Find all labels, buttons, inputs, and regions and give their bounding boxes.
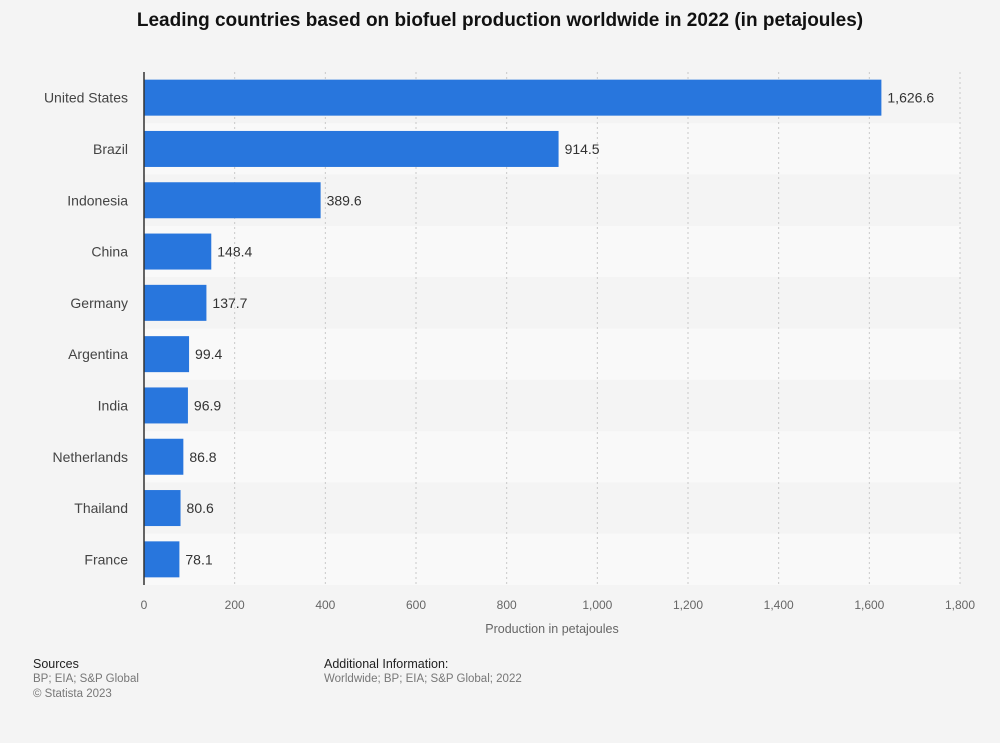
category-label: Argentina: [68, 346, 128, 362]
x-tick-label: 1,800: [945, 598, 975, 612]
category-label: China: [91, 244, 128, 260]
bar-argentina: [144, 336, 190, 373]
bar-germany: [144, 284, 207, 321]
x-tick-label: 400: [315, 598, 335, 612]
bar-thailand: [144, 490, 181, 527]
row-band: [144, 482, 960, 534]
value-label: 86.8: [189, 449, 216, 465]
row-band: [144, 277, 960, 329]
bar-china: [144, 233, 212, 270]
x-tick-label: 600: [406, 598, 426, 612]
sources-heading: Sources: [33, 657, 79, 671]
category-label: India: [98, 397, 129, 413]
bar-chart: United States 1,626.6 Brazil 914.5 Indonesia…: [44, 72, 975, 636]
x-tick-label: 1,200: [673, 598, 703, 612]
bar-indonesia: [144, 182, 321, 219]
value-label: 99.4: [195, 346, 222, 362]
category-label: Netherlands: [53, 449, 129, 465]
x-tick-label: 200: [225, 598, 245, 612]
copyright-text: © Statista 2023: [33, 688, 112, 700]
row-band: [144, 328, 960, 380]
x-tick-label: 1,000: [582, 598, 612, 612]
x-tick-label: 1,400: [764, 598, 794, 612]
category-label: France: [84, 551, 128, 567]
category-label: Brazil: [93, 141, 128, 157]
additional-info-text: Worldwide; BP; EIA; S&P Global; 2022: [324, 673, 522, 685]
value-label: 148.4: [217, 244, 252, 260]
value-label: 389.6: [327, 192, 362, 208]
chart-title: Leading countries based on biofuel produ…: [136, 10, 864, 31]
x-tick-label: 1,600: [854, 598, 884, 612]
row-band: [144, 379, 960, 432]
bar-france: [144, 541, 180, 578]
bar-united-states: [144, 79, 882, 116]
value-label: 80.6: [187, 500, 214, 516]
x-axis-title: Production in petajoules: [485, 622, 618, 636]
sources-block: Sources BP; EIA; S&P Global © Statista 2…: [33, 657, 139, 702]
value-label: 137.7: [212, 295, 247, 311]
value-label: 96.9: [194, 397, 221, 413]
row-band: [144, 225, 960, 278]
row-band: [144, 533, 960, 585]
x-tick-label: 800: [497, 598, 517, 612]
additional-info-heading: Additional Information:: [324, 657, 449, 671]
category-label: Thailand: [74, 500, 128, 516]
category-label: Indonesia: [67, 192, 128, 208]
sources-text: BP; EIA; S&P Global: [33, 673, 139, 685]
bar-brazil: [144, 130, 559, 167]
value-label: 78.1: [185, 551, 212, 567]
value-label: 914.5: [565, 141, 600, 157]
bar-netherlands: [144, 438, 184, 475]
bar-india: [144, 387, 188, 424]
value-label: 1,626.6: [887, 90, 934, 106]
row-band: [144, 431, 960, 483]
category-label: United States: [44, 90, 128, 106]
category-label: Germany: [70, 295, 128, 311]
additional-info-block: Additional Information: Worldwide; BP; E…: [324, 657, 522, 687]
x-tick-label: 0: [141, 598, 148, 612]
